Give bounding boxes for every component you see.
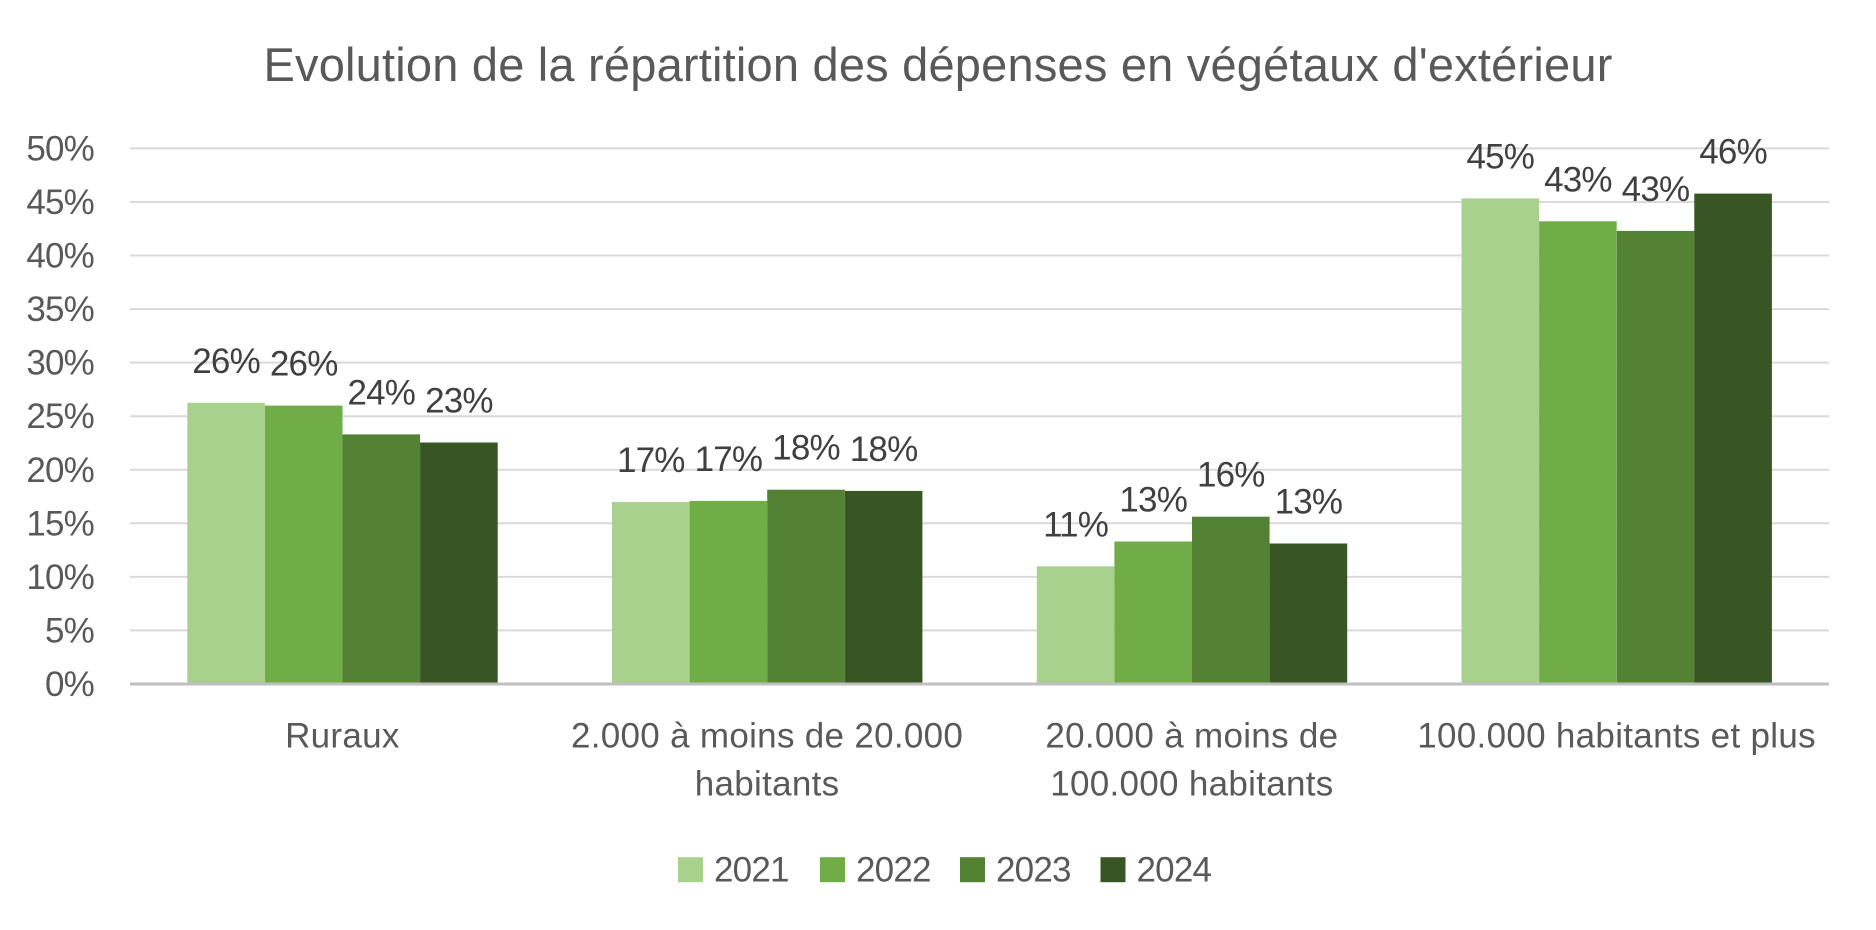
svg-text:16%: 16%	[1197, 456, 1265, 495]
svg-text:46%: 46%	[1699, 133, 1767, 172]
svg-text:20.000 à moins de: 20.000 à moins de	[1045, 717, 1338, 756]
svg-text:18%: 18%	[772, 429, 840, 468]
svg-text:habitants: habitants	[695, 765, 840, 804]
svg-text:23%: 23%	[425, 382, 493, 421]
svg-text:2022: 2022	[856, 851, 931, 890]
svg-text:17%: 17%	[617, 441, 685, 480]
svg-text:26%: 26%	[192, 342, 260, 381]
svg-text:50%: 50%	[26, 129, 94, 168]
svg-text:13%: 13%	[1275, 483, 1343, 522]
svg-text:18%: 18%	[850, 430, 918, 469]
svg-text:5%: 5%	[45, 611, 94, 650]
svg-text:25%: 25%	[26, 397, 94, 436]
svg-text:2021: 2021	[714, 851, 789, 890]
svg-text:100.000 habitants: 100.000 habitants	[1050, 765, 1333, 804]
svg-text:Evolution de la répartition de: Evolution de la répartition des dépenses…	[263, 38, 1612, 91]
svg-text:0%: 0%	[45, 665, 94, 704]
svg-text:26%: 26%	[270, 345, 338, 384]
svg-text:100.000 habitants et plus: 100.000 habitants et plus	[1417, 717, 1816, 756]
svg-text:35%: 35%	[26, 290, 94, 329]
svg-text:30%: 30%	[26, 344, 94, 383]
svg-text:40%: 40%	[26, 237, 94, 276]
svg-text:Ruraux: Ruraux	[285, 717, 400, 756]
svg-text:24%: 24%	[347, 373, 415, 412]
svg-text:43%: 43%	[1544, 160, 1612, 199]
svg-text:10%: 10%	[26, 558, 94, 597]
svg-text:20%: 20%	[26, 451, 94, 490]
svg-text:43%: 43%	[1622, 170, 1690, 209]
svg-text:11%: 11%	[1043, 505, 1108, 544]
svg-text:17%: 17%	[695, 440, 763, 479]
svg-text:13%: 13%	[1119, 481, 1187, 520]
svg-text:15%: 15%	[26, 504, 94, 543]
svg-text:45%: 45%	[1466, 137, 1534, 176]
svg-text:2024: 2024	[1137, 851, 1212, 890]
svg-text:2.000 à moins de 20.000: 2.000 à moins de 20.000	[571, 717, 963, 756]
svg-text:45%: 45%	[26, 183, 94, 222]
svg-text:2023: 2023	[996, 851, 1071, 890]
